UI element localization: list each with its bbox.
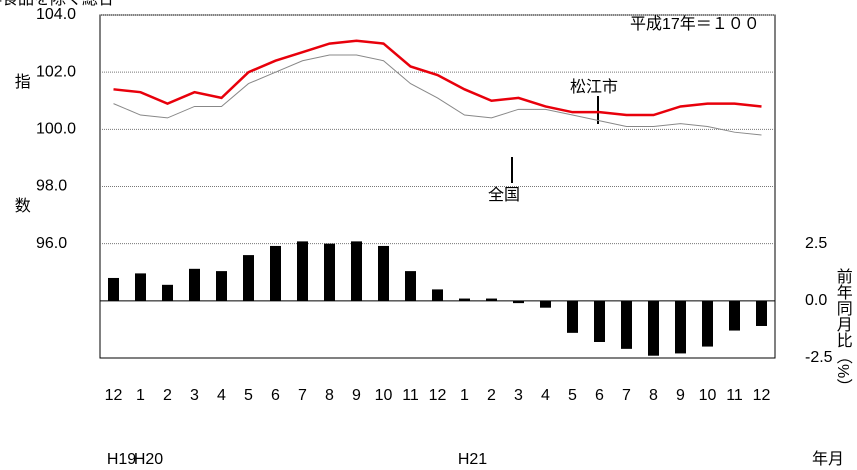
bar (567, 300, 578, 333)
y-tick-label: 102.0 (36, 63, 76, 80)
bar (756, 300, 767, 326)
bar (351, 241, 362, 301)
x-tick-label: 5 (244, 387, 253, 404)
year-label: H19 (107, 451, 136, 468)
year-label: H21 (458, 451, 487, 468)
series-label: 松江市 (570, 78, 618, 96)
x-tick-label: 12 (429, 387, 447, 404)
x-tick-label: 8 (649, 387, 658, 404)
x-tick-label: 11 (726, 387, 743, 404)
plot-frame (99, 14, 776, 359)
x-tick-label: 10 (375, 387, 393, 404)
bar (162, 284, 173, 301)
y2-tick-label: 2.5 (805, 235, 827, 252)
bar (243, 255, 254, 301)
x-tick-label: 6 (595, 387, 604, 404)
x-tick-label: 3 (190, 387, 199, 404)
x-tick-label: 9 (676, 387, 685, 404)
bar (270, 245, 281, 301)
bar (432, 289, 443, 301)
y2-axis-label: 前年同月比（%） (834, 268, 853, 394)
x-tick-label: 12 (105, 387, 123, 404)
x-axis-label: 年月 (812, 450, 844, 468)
bar (324, 243, 335, 301)
bar (594, 300, 605, 342)
bar (135, 273, 146, 301)
bar (675, 300, 686, 354)
y-tick-label: 96.0 (36, 235, 67, 252)
bar (621, 300, 632, 349)
y2-tick-label: -2.5 (805, 349, 833, 366)
x-tick-label: 3 (514, 387, 523, 404)
bar (189, 268, 200, 301)
y-tick-label: 100.0 (36, 121, 76, 138)
y2-tick-label: 0.0 (805, 292, 827, 309)
x-tick-label: 11 (402, 387, 419, 404)
bar (459, 298, 470, 301)
x-tick-label: 8 (325, 387, 334, 404)
x-tick-label: 4 (217, 387, 226, 404)
y-axis-label: 指数 (12, 73, 31, 321)
chart-title: 生鮮食品を除く総合 (0, 0, 114, 8)
x-tick-label: 9 (352, 387, 361, 404)
x-tick-label: 5 (568, 387, 577, 404)
bar (378, 245, 389, 301)
bar (297, 241, 308, 301)
bar (702, 300, 713, 347)
y-tick-label: 98.0 (36, 178, 67, 195)
bar (405, 271, 416, 301)
x-tick-label: 1 (136, 387, 145, 404)
x-tick-label: 1 (460, 387, 469, 404)
line-series (113, 39, 762, 117)
x-tick-label: 6 (271, 387, 280, 404)
line-series (113, 54, 762, 136)
x-tick-label: 7 (622, 387, 631, 404)
bar (648, 300, 659, 356)
x-tick-label: 2 (163, 387, 172, 404)
bar (108, 277, 119, 301)
base-note: 平成17年＝１００ (630, 15, 760, 33)
bar (513, 300, 524, 304)
x-tick-label: 4 (541, 387, 550, 404)
bar (216, 271, 227, 301)
x-tick-label: 10 (699, 387, 717, 404)
x-tick-label: 2 (487, 387, 496, 404)
bar (729, 300, 740, 331)
bar (540, 300, 551, 308)
y-tick-label: 104.0 (36, 6, 76, 23)
year-label: H20 (134, 451, 163, 468)
bar (486, 298, 497, 301)
series-label: 全国 (488, 186, 520, 204)
x-tick-label: 7 (298, 387, 307, 404)
x-tick-label: 12 (753, 387, 771, 404)
